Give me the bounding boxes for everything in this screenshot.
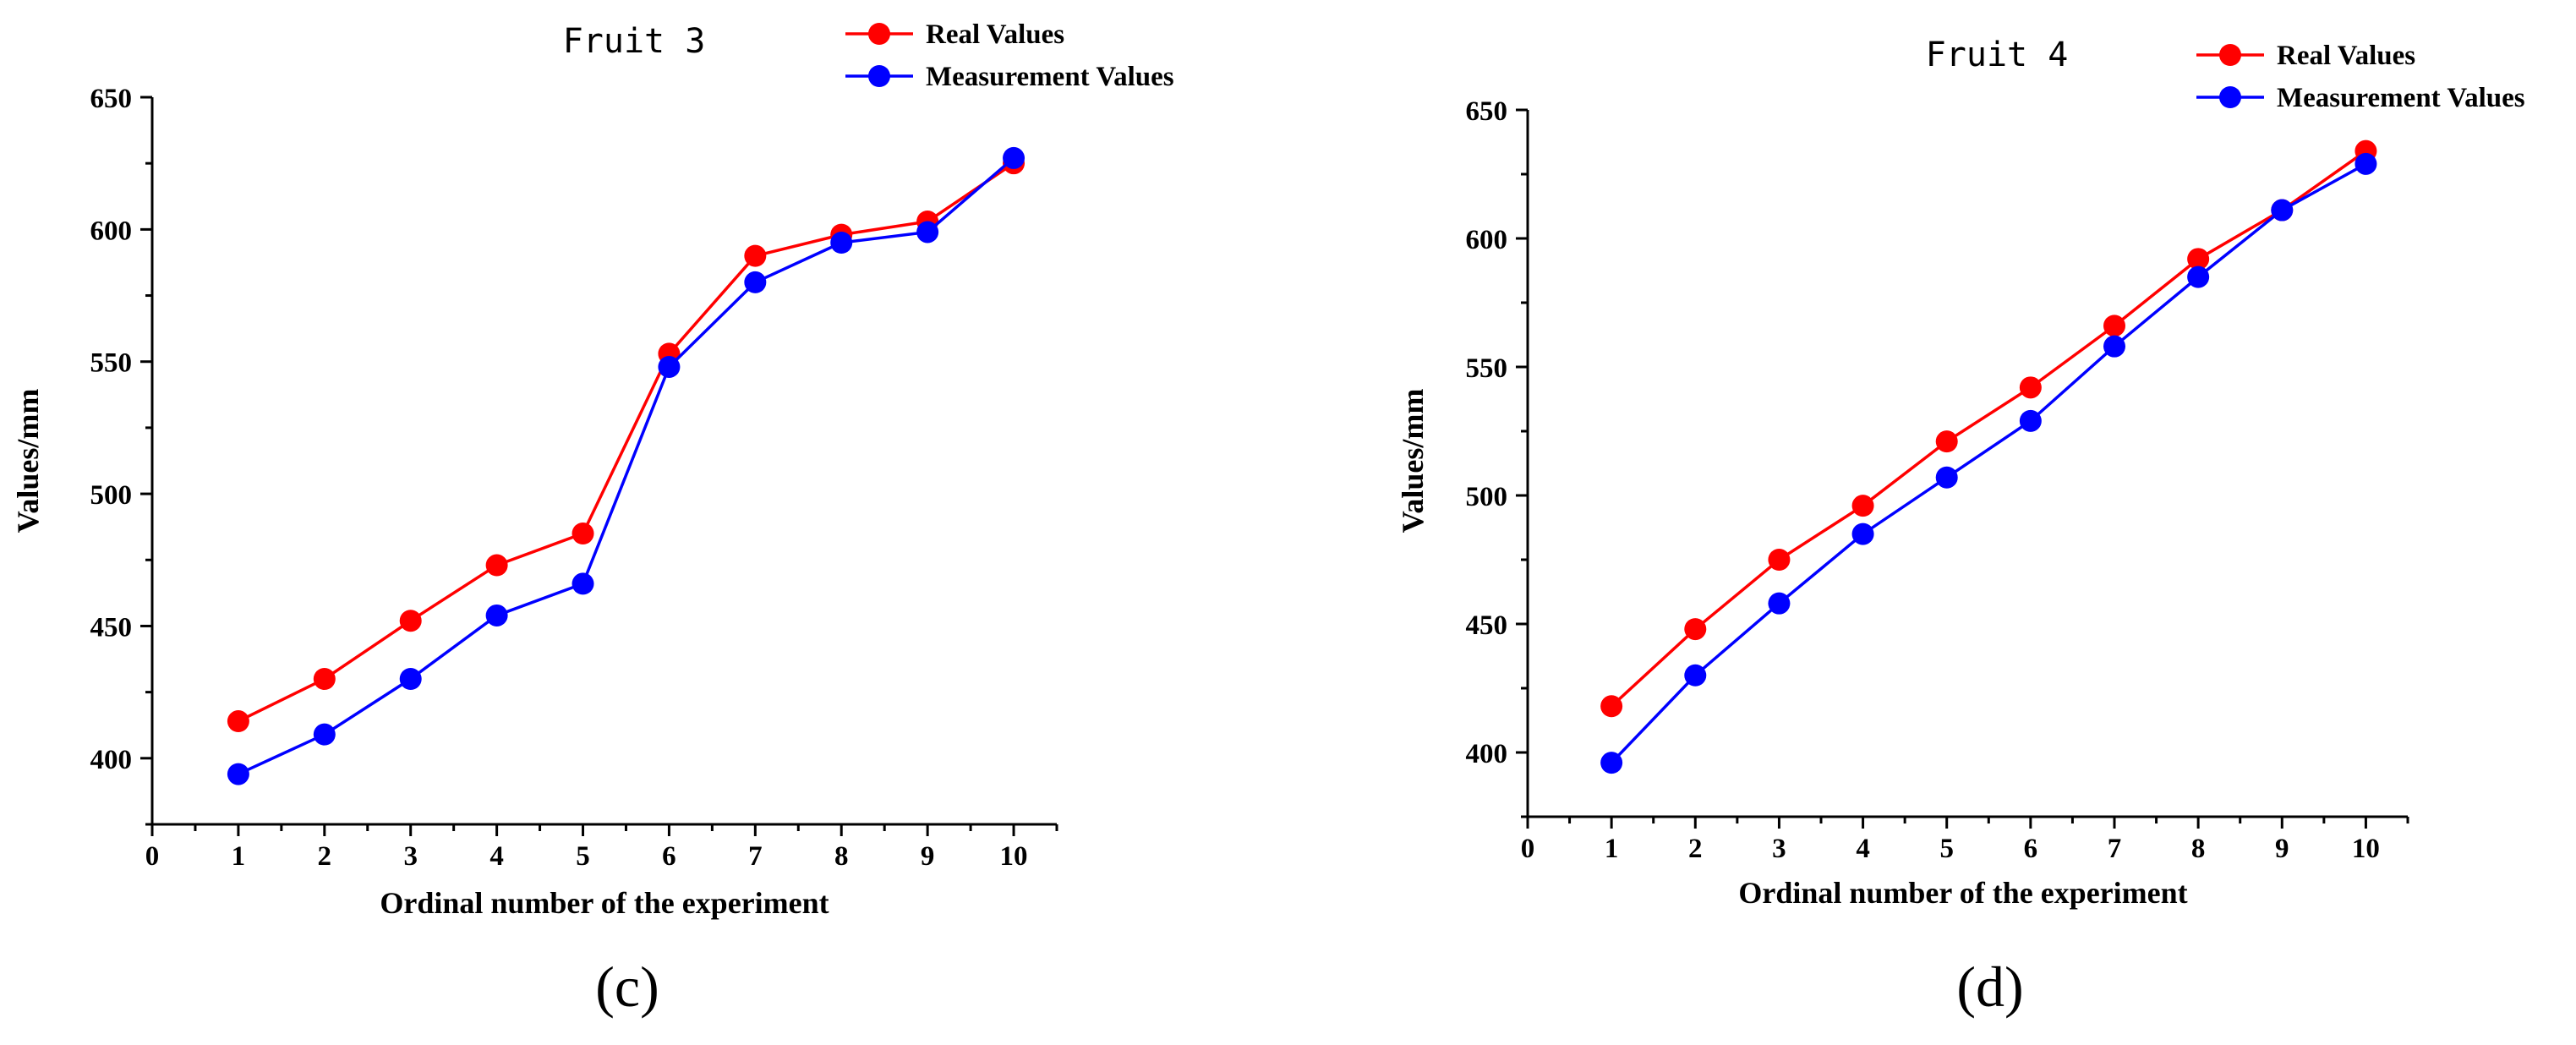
data-point-real [485,554,508,577]
y-tick-label: 400 [1466,739,1508,769]
chart-fruit-3: 0 1 2 3 4 5 6 7 8 9 10 400 450 500 550 600 650 Fruit 3 Rea… [11,19,1174,1019]
x-tick-label: 8 [834,841,849,872]
legend-marker [2219,44,2241,66]
y-tick-label: 450 [1466,610,1508,641]
x-tick-label: 10 [2352,834,2380,864]
panel-label: (c) [595,955,659,1019]
series-line-real [1610,150,2367,708]
x-axis-title: Ordinal number of the experiment [380,886,829,920]
data-point-measurement [658,355,681,378]
x-tick-label: 4 [489,841,504,872]
data-point-measurement [485,604,508,626]
x-tick-label: 8 [2191,834,2206,864]
x-tick-label: 5 [1939,834,1954,864]
y-tick-label: 550 [1466,353,1508,384]
data-point-measurement [2354,152,2377,175]
series-line-measurement [1610,162,2367,764]
x-tick-label: 6 [2024,834,2038,864]
legend-marker [868,65,890,87]
legend-label: Real Values [2277,41,2415,71]
data-point-measurement [2271,199,2294,222]
legend-marker [2219,86,2241,108]
x-tick-label: 3 [1772,834,1786,864]
data-point-measurement [313,723,336,746]
data-point-measurement [1935,466,1958,489]
y-tick-label: 400 [90,745,133,775]
data-point-real [1768,549,1791,571]
y-tick-label: 500 [90,480,133,511]
data-point-measurement [572,572,594,595]
y-tick-label: 550 [90,348,133,379]
data-point-measurement [227,763,249,785]
x-tick-label: 2 [318,841,332,872]
data-point-measurement [916,221,939,243]
x-tick-label: 10 [1000,841,1028,872]
data-point-measurement [830,232,853,254]
data-point-measurement [1851,522,1874,545]
data-point-measurement [1003,146,1025,169]
y-axis-title: Values/mm [1396,389,1430,533]
y-axis-title: Values/mm [11,389,45,533]
data-point-measurement [1684,664,1707,687]
x-tick-label: 6 [662,841,676,872]
legend-label: Measurement Values [926,62,1174,92]
data-point-measurement [399,668,422,690]
legend-label: Measurement Values [2277,83,2525,113]
y-tick-label: 650 [1466,96,1508,127]
y-tick-label: 650 [90,84,133,114]
y-tick-label: 600 [90,216,133,246]
x-tick-label: 3 [403,841,418,872]
series-line-measurement [238,156,1015,776]
data-point-real [1684,618,1707,641]
chart-title: Fruit 4 [1926,36,2069,74]
data-point-measurement [2187,265,2210,288]
x-tick-label: 0 [1521,834,1535,864]
x-tick-label: 9 [2275,834,2289,864]
legend-label: Real Values [926,19,1064,50]
data-point-real [1851,495,1874,517]
x-tick-label: 9 [921,841,935,872]
chart-fruit-4: 0 1 2 3 4 5 6 7 8 9 10 400 450 500 550 600 650 Fruit 4 Rea… [1396,36,2525,1019]
x-tick-label: 1 [232,841,246,872]
x-tick-label: 7 [748,841,763,872]
x-tick-label: 1 [1605,834,1619,864]
x-tick-label: 2 [1688,834,1703,864]
data-point-real [744,244,767,267]
x-axis-title: Ordinal number of the experiment [1738,876,2187,910]
x-tick-label: 5 [576,841,590,872]
y-tick-label: 500 [1466,482,1508,512]
data-point-real [2187,248,2210,271]
series-line-real [238,161,1015,723]
data-point-real [572,522,594,544]
data-point-real [313,668,336,690]
data-point-real [1600,695,1623,718]
data-point-measurement [2019,409,2042,432]
data-point-real [2019,376,2042,399]
panel-label: (d) [1956,955,2023,1019]
data-point-measurement [2103,335,2125,358]
data-point-real [2103,315,2125,337]
legend-marker [868,23,890,45]
data-point-measurement [744,271,767,293]
chart-title: Fruit 3 [563,22,706,61]
data-point-real [399,610,422,632]
x-tick-label: 0 [145,841,160,872]
y-tick-label: 450 [90,612,133,643]
data-point-measurement [1768,592,1791,615]
y-tick-label: 600 [1466,225,1508,255]
data-point-real [1935,430,1958,453]
x-tick-label: 7 [2108,834,2122,864]
data-point-measurement [1600,752,1623,774]
x-tick-label: 4 [1856,834,1870,864]
data-point-real [227,710,249,733]
